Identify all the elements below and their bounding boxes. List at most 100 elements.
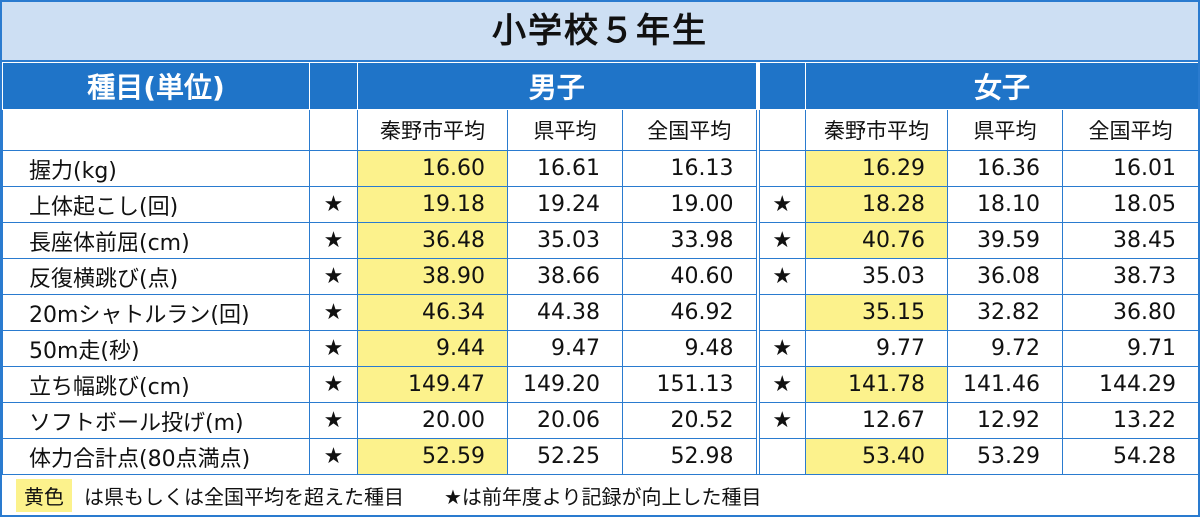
data-row: 50m走(秒) ★ 9.44 9.47 9.48 ★ 9.77 9.72 9.71 bbox=[2, 330, 1198, 367]
value: 19.18 bbox=[357, 186, 508, 223]
star: ★ bbox=[309, 330, 358, 367]
group-header: 女子 bbox=[805, 62, 1198, 110]
item-label: 50m走(秒) bbox=[2, 330, 310, 367]
value: 35.03 bbox=[805, 258, 949, 295]
value: 9.47 bbox=[507, 330, 623, 367]
value: 40.76 bbox=[805, 222, 949, 259]
value: 36.08 bbox=[947, 258, 1064, 295]
table: 種目(単位) 男子 女子 秦野市平均 県平均 全国平均 秦野市平均 県平均 全国平均 握力(kg)… bbox=[2, 62, 1198, 475]
value: 52.25 bbox=[507, 438, 623, 475]
blank bbox=[2, 109, 310, 151]
item-label: 長座体前屈(cm) bbox=[2, 222, 310, 259]
value: 16.01 bbox=[1062, 150, 1198, 187]
value: 20.00 bbox=[357, 402, 508, 439]
value: 141.46 bbox=[947, 366, 1064, 403]
item-label: 上体起こし(回) bbox=[2, 186, 310, 223]
item-header: 種目(単位) bbox=[2, 62, 310, 110]
value: 39.59 bbox=[947, 222, 1064, 259]
star: ★ bbox=[757, 402, 807, 439]
value: 9.71 bbox=[1062, 330, 1198, 367]
star-note: ★は前年度より記録が向上した種目 bbox=[444, 484, 762, 509]
value: 12.67 bbox=[805, 402, 949, 439]
blank bbox=[757, 109, 807, 151]
value: 35.15 bbox=[805, 294, 949, 331]
value: 54.28 bbox=[1062, 438, 1198, 475]
value: 9.72 bbox=[947, 330, 1064, 367]
value: 18.10 bbox=[947, 186, 1064, 223]
value: 38.45 bbox=[1062, 222, 1198, 259]
star: ★ bbox=[757, 186, 807, 223]
title: 小学校５年生 bbox=[2, 2, 1198, 62]
value: 46.92 bbox=[621, 294, 760, 331]
group-header: 男子 bbox=[356, 62, 760, 110]
footer: 黄色 は県もしくは全国平均を超えた種目 ★は前年度より記録が向上した種目 bbox=[2, 474, 1198, 515]
value: 9.77 bbox=[805, 330, 949, 367]
value: 16.61 bbox=[507, 150, 623, 187]
sub-row: 秦野市平均 県平均 全国平均 秦野市平均 県平均 全国平均 bbox=[2, 109, 1198, 151]
blank bbox=[309, 109, 358, 151]
head-row: 種目(単位) 男子 女子 bbox=[2, 62, 1198, 110]
value: 33.98 bbox=[621, 222, 760, 259]
data-row: 上体起こし(回) ★ 19.18 19.24 19.00 ★ 18.28 18.10 18.05 bbox=[2, 186, 1198, 223]
data-row: 長座体前屈(cm) ★ 36.48 35.03 33.98 ★ 40.76 39.59 38.4… bbox=[2, 222, 1198, 259]
value: 36.48 bbox=[357, 222, 508, 259]
value: 35.03 bbox=[507, 222, 623, 259]
star: ★ bbox=[309, 186, 358, 223]
value: 149.47 bbox=[357, 366, 508, 403]
value: 19.00 bbox=[621, 186, 760, 223]
column-header: 県平均 bbox=[947, 109, 1064, 151]
column-header: 県平均 bbox=[507, 109, 623, 151]
item-label: ソフトボール投げ(m) bbox=[2, 402, 310, 439]
value: 38.73 bbox=[1062, 258, 1198, 295]
value: 32.82 bbox=[947, 294, 1064, 331]
star: ★ bbox=[757, 366, 807, 403]
star: ★ bbox=[309, 438, 358, 475]
value: 12.92 bbox=[947, 402, 1064, 439]
blank bbox=[309, 62, 358, 110]
item-label: 20mシャトルラン(回) bbox=[2, 294, 310, 331]
value: 16.60 bbox=[357, 150, 508, 187]
star: ★ bbox=[757, 330, 807, 367]
value: 149.20 bbox=[507, 366, 623, 403]
data-row: 立ち幅跳び(cm) ★ 149.47 149.20 151.13 ★ 141.78 141.4… bbox=[2, 366, 1198, 403]
star: ★ bbox=[309, 402, 358, 439]
value: 16.36 bbox=[947, 150, 1064, 187]
column-header: 秦野市平均 bbox=[357, 109, 508, 151]
legend-swatch: 黄色 bbox=[16, 478, 72, 512]
blank bbox=[757, 62, 807, 110]
column-header: 全国平均 bbox=[1062, 109, 1198, 151]
value: 38.66 bbox=[507, 258, 623, 295]
legend-text: は県もしくは全国平均を超えた種目 bbox=[84, 484, 404, 509]
value: 44.38 bbox=[507, 294, 623, 331]
value: 40.60 bbox=[621, 258, 760, 295]
data-row: ソフトボール投げ(m) ★ 20.00 20.06 20.52 ★ 12.67 12.92 13… bbox=[2, 402, 1198, 439]
star: ★ bbox=[757, 222, 807, 259]
value: 9.48 bbox=[621, 330, 760, 367]
data-row: 握力(kg) 16.60 16.61 16.13 16.29 16.36 16.01 bbox=[2, 150, 1198, 187]
star bbox=[757, 150, 807, 187]
star bbox=[309, 150, 358, 187]
star: ★ bbox=[757, 258, 807, 295]
star: ★ bbox=[309, 294, 358, 331]
item-label: 握力(kg) bbox=[2, 150, 310, 187]
item-label: 立ち幅跳び(cm) bbox=[2, 366, 310, 403]
data-row: 反復横跳び(点) ★ 38.90 38.66 40.60 ★ 35.03 36.08 38.73 bbox=[2, 258, 1198, 295]
star: ★ bbox=[309, 258, 358, 295]
star bbox=[757, 294, 807, 331]
column-header: 全国平均 bbox=[621, 109, 760, 151]
value: 52.59 bbox=[357, 438, 508, 475]
star bbox=[757, 438, 807, 475]
value: 53.40 bbox=[805, 438, 949, 475]
value: 144.29 bbox=[1062, 366, 1198, 403]
value: 16.13 bbox=[621, 150, 760, 187]
value: 53.29 bbox=[947, 438, 1064, 475]
value: 46.34 bbox=[357, 294, 508, 331]
value: 9.44 bbox=[357, 330, 508, 367]
value: 151.13 bbox=[621, 366, 760, 403]
value: 52.98 bbox=[621, 438, 760, 475]
star: ★ bbox=[309, 366, 358, 403]
value: 19.24 bbox=[507, 186, 623, 223]
data-row: 体力合計点(80点満点) ★ 52.59 52.25 52.98 53.40 53.29 54… bbox=[2, 438, 1198, 475]
column-header: 秦野市平均 bbox=[805, 109, 949, 151]
